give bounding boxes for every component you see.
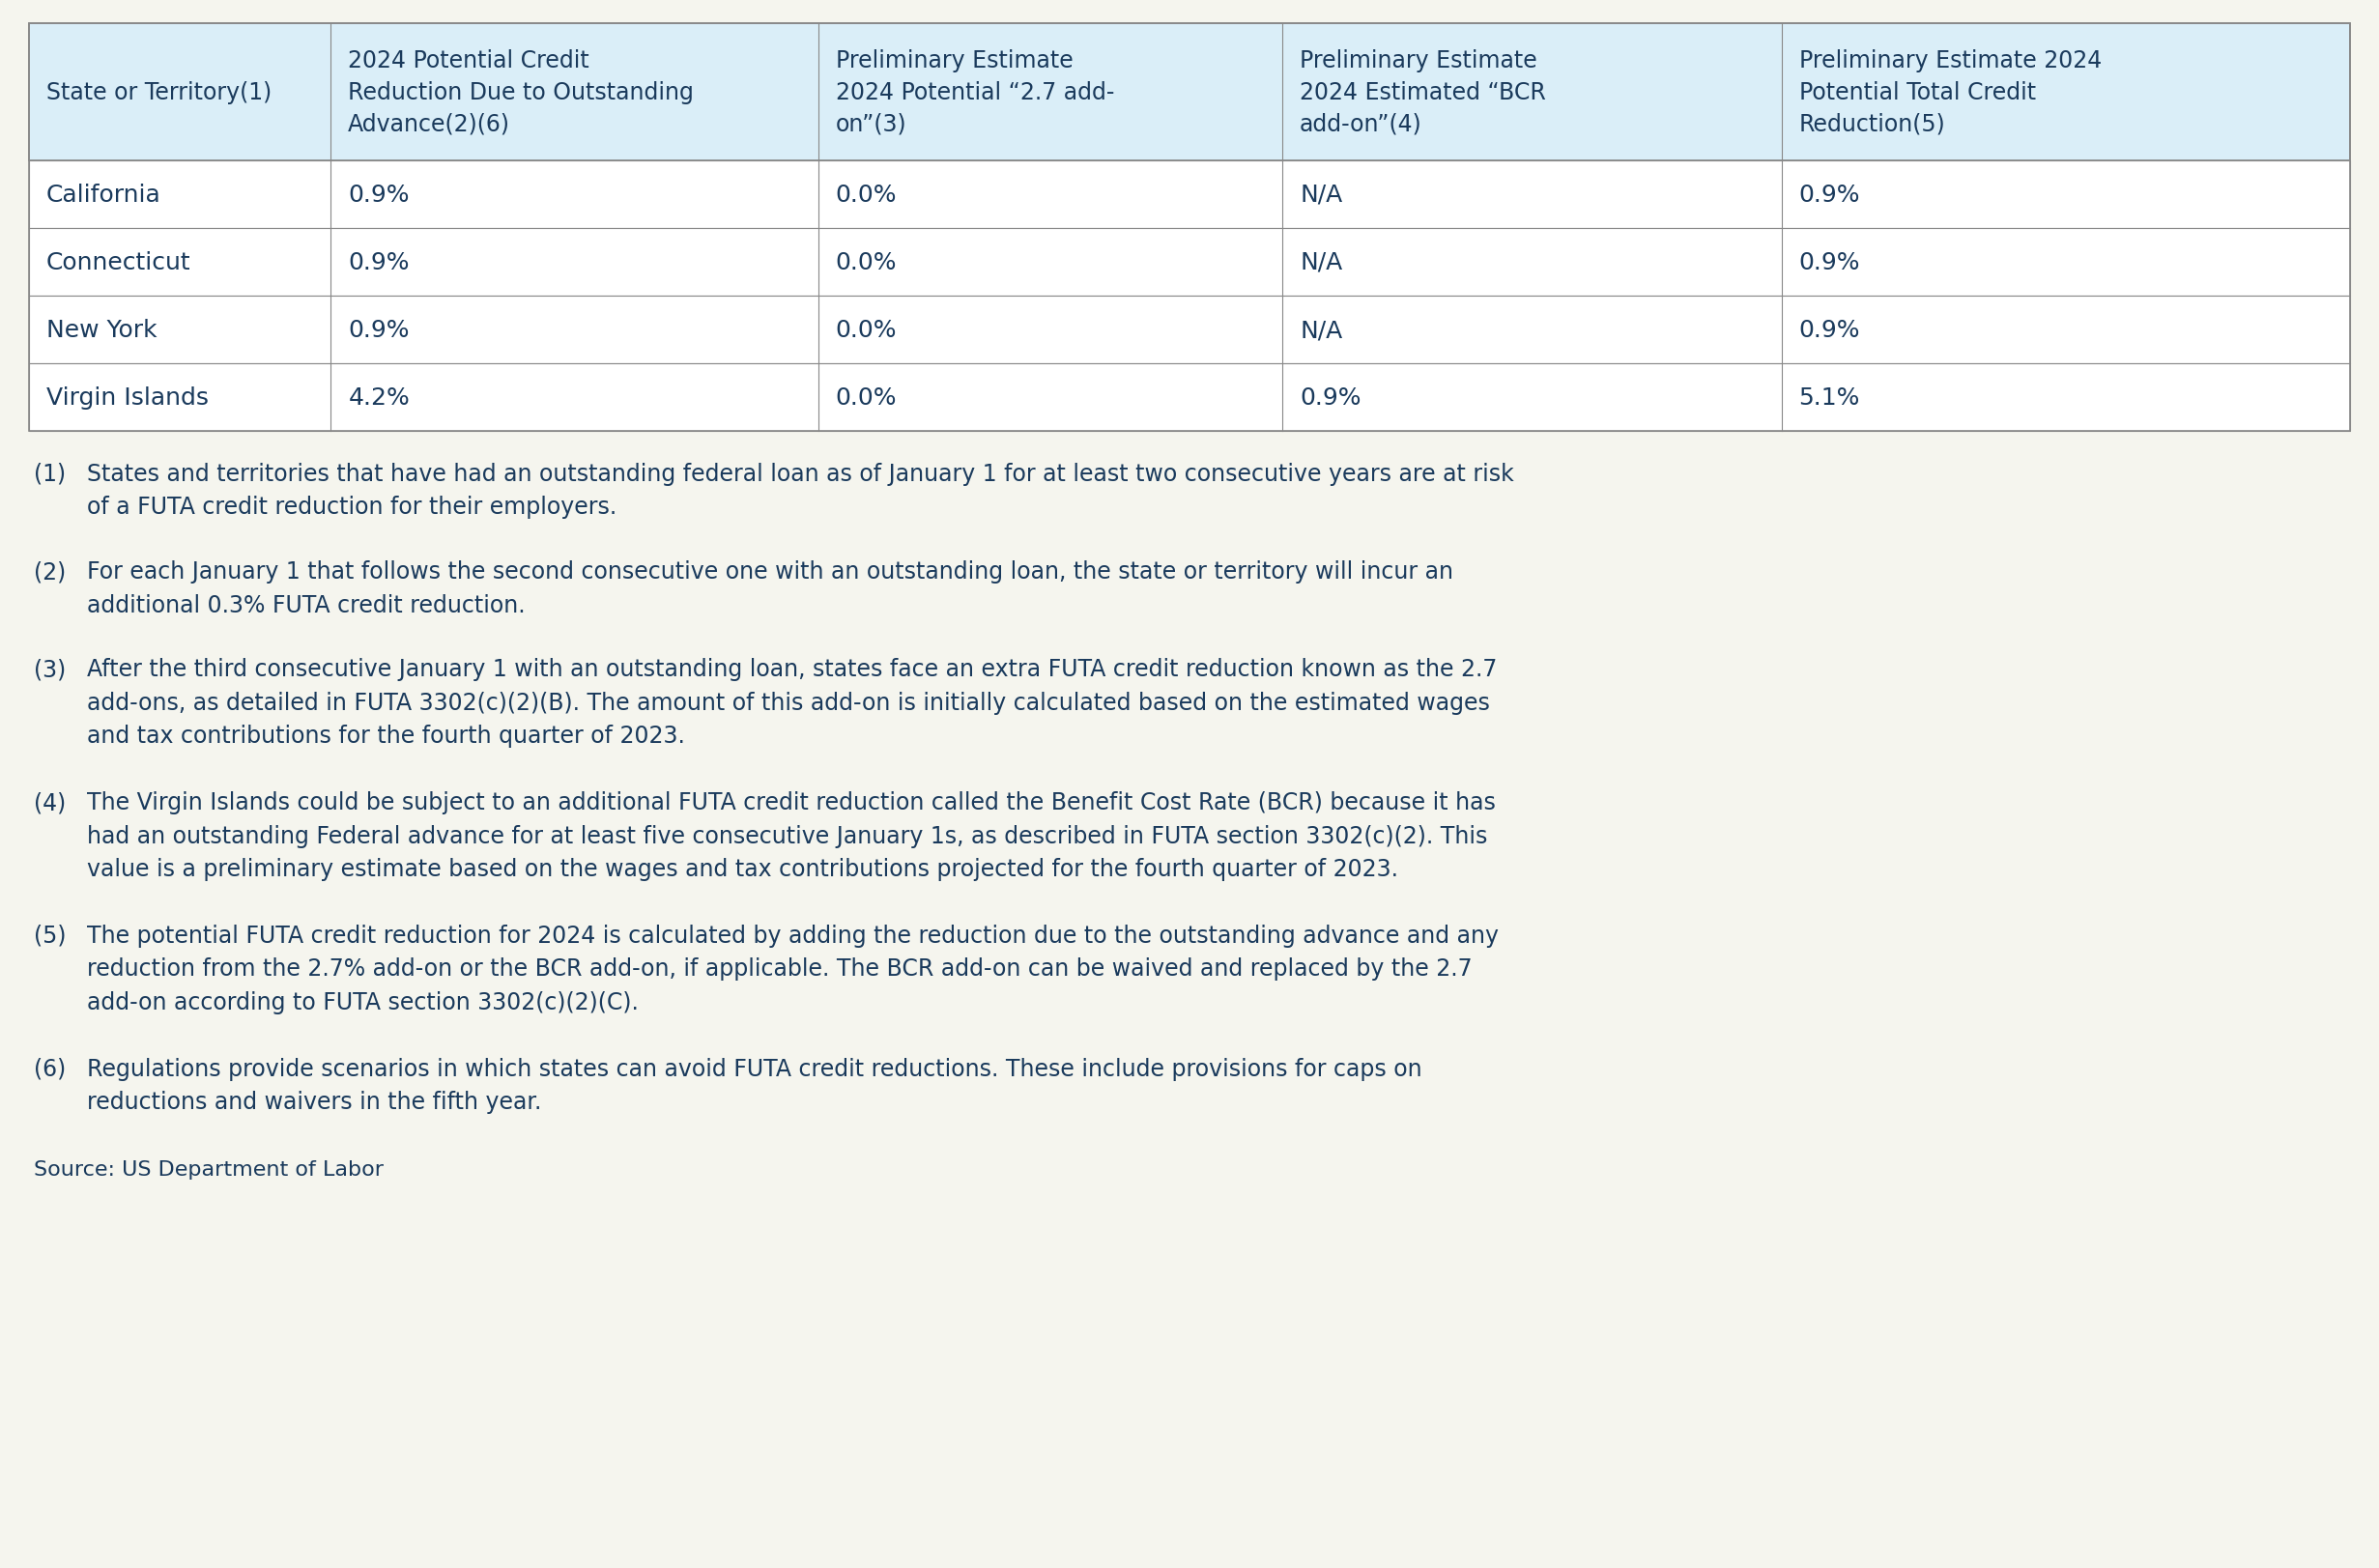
Text: 0.9%: 0.9% — [1799, 183, 1860, 207]
Text: 0.9%: 0.9% — [347, 183, 409, 207]
Text: 0.9%: 0.9% — [1299, 386, 1361, 409]
Text: 2024 Potential Credit
Reduction Due to Outstanding
Advance(2)(6): 2024 Potential Credit Reduction Due to O… — [347, 50, 695, 136]
Text: 5.1%: 5.1% — [1799, 386, 1860, 409]
Text: N/A: N/A — [1299, 318, 1342, 342]
Text: 0.9%: 0.9% — [1799, 251, 1860, 274]
Text: Preliminary Estimate
2024 Potential “2.7 add-
on”(3): Preliminary Estimate 2024 Potential “2.7… — [835, 50, 1113, 136]
Text: Connecticut: Connecticut — [45, 251, 190, 274]
Text: State or Territory(1): State or Territory(1) — [45, 82, 271, 105]
Text: 4.2%: 4.2% — [347, 386, 409, 409]
Bar — [29, 364, 2350, 431]
Text: 0.9%: 0.9% — [347, 251, 409, 274]
Text: 0.9%: 0.9% — [347, 318, 409, 342]
Bar — [29, 296, 2350, 364]
Text: New York: New York — [45, 318, 157, 342]
Text: (1): (1) — [33, 463, 67, 486]
Text: 0.0%: 0.0% — [835, 251, 897, 274]
Text: States and territories that have had an outstanding federal loan as of January 1: States and territories that have had an … — [88, 463, 1513, 519]
Text: (5): (5) — [33, 924, 67, 947]
Text: The potential FUTA credit reduction for 2024 is calculated by adding the reducti: The potential FUTA credit reduction for … — [88, 924, 1499, 1013]
Text: 0.0%: 0.0% — [835, 183, 897, 207]
Text: After the third consecutive January 1 with an outstanding loan, states face an e: After the third consecutive January 1 wi… — [88, 659, 1496, 748]
Text: N/A: N/A — [1299, 183, 1342, 207]
Text: Preliminary Estimate 2024
Potential Total Credit
Reduction(5): Preliminary Estimate 2024 Potential Tota… — [1799, 50, 2101, 136]
Text: (2): (2) — [33, 560, 67, 583]
Text: California: California — [45, 183, 162, 207]
Text: For each January 1 that follows the second consecutive one with an outstanding l: For each January 1 that follows the seco… — [88, 560, 1454, 616]
Text: Source: US Department of Labor: Source: US Department of Labor — [33, 1160, 383, 1179]
Text: (3): (3) — [33, 659, 67, 681]
Text: 0.9%: 0.9% — [1799, 318, 1860, 342]
Text: Virgin Islands: Virgin Islands — [45, 386, 209, 409]
Text: (4): (4) — [33, 790, 67, 814]
Text: N/A: N/A — [1299, 251, 1342, 274]
Bar — [29, 229, 2350, 296]
Text: (6): (6) — [33, 1057, 67, 1080]
Text: Regulations provide scenarios in which states can avoid FUTA credit reductions. : Regulations provide scenarios in which s… — [88, 1057, 1423, 1113]
Bar — [29, 24, 2350, 162]
Text: 0.0%: 0.0% — [835, 318, 897, 342]
Bar — [29, 24, 2350, 431]
Text: The Virgin Islands could be subject to an additional FUTA credit reduction calle: The Virgin Islands could be subject to a… — [88, 790, 1496, 881]
Text: 0.0%: 0.0% — [835, 386, 897, 409]
Bar — [29, 162, 2350, 229]
Text: Preliminary Estimate
2024 Estimated “BCR
add-on”(4): Preliminary Estimate 2024 Estimated “BCR… — [1299, 50, 1546, 136]
